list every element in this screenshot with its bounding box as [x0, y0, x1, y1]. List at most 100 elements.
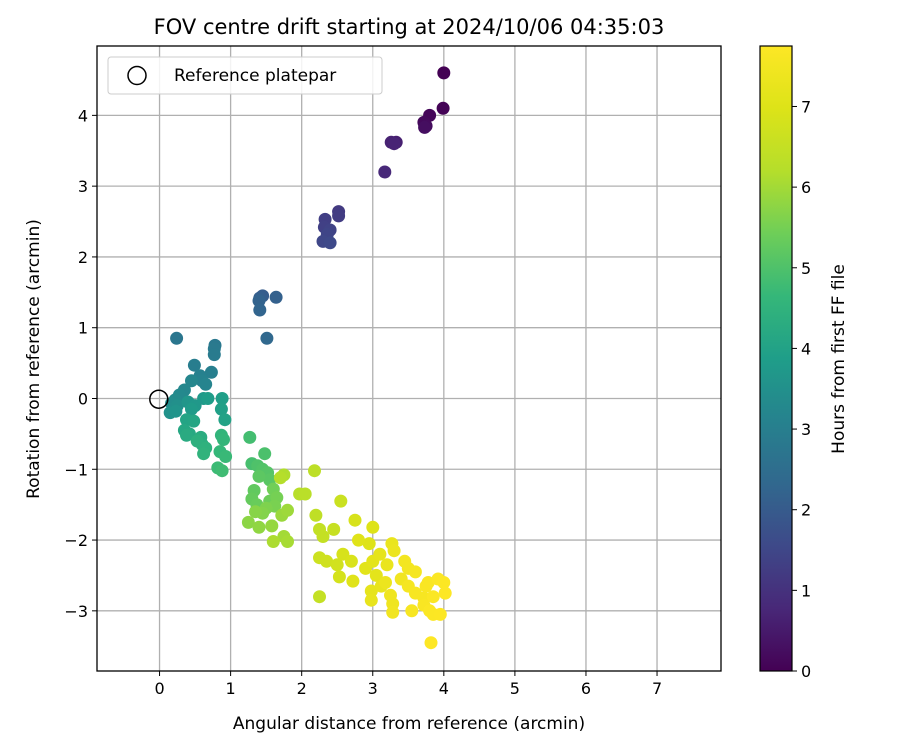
scatter-point [433, 607, 447, 621]
y-tick-label: 1 [78, 319, 88, 338]
plot-frame [96, 45, 722, 672]
scatter-point [170, 331, 184, 345]
scatter-point [421, 576, 435, 589]
scatter-point [436, 101, 450, 115]
scatter-point [265, 519, 279, 533]
scatter-point [313, 590, 326, 604]
scatter-point [332, 570, 346, 584]
scatter-point [309, 508, 323, 522]
scatter-point [327, 522, 341, 536]
scatter-point [281, 503, 294, 517]
scatter-point [217, 433, 230, 446]
scatter-point [187, 358, 201, 372]
scatter-point [249, 505, 262, 519]
scatter-point [332, 209, 346, 223]
scatter-point [197, 447, 211, 461]
scatter-points [163, 66, 452, 650]
scatter-point [380, 558, 394, 572]
scatter-point [323, 236, 337, 250]
colorbar-ticks: 0 1 2 3 4 5 6 7 [792, 97, 811, 681]
scatter-point [180, 428, 193, 442]
scatter-point [352, 533, 365, 547]
y-tick-label: 2 [78, 248, 88, 267]
scatter-point [214, 402, 228, 416]
scatter-point [408, 565, 422, 579]
scatter-point [320, 554, 334, 568]
y-tick-label: −3 [64, 602, 88, 621]
colorbar-tick-label: 7 [801, 97, 811, 116]
axis-ticks: 0 1 2 3 4 5 6 7 −3 −2 −1 0 1 2 3 4 [64, 106, 662, 698]
scatter-point [387, 137, 401, 151]
legend-label: Reference platepar [174, 66, 336, 86]
y-tick-label: 0 [78, 389, 88, 408]
scatter-point [185, 374, 198, 388]
colorbar-label: Hours from first FF file [829, 264, 849, 454]
scatter-point [204, 365, 218, 379]
colorbar-tick-label: 4 [801, 339, 811, 358]
scatter-point [386, 605, 400, 619]
scatter-point [252, 469, 266, 483]
scatter-point [379, 576, 392, 589]
colorbar-tick-label: 6 [801, 178, 811, 197]
scatter-point [438, 586, 452, 600]
scatter-point [187, 414, 201, 428]
colorbar-gradient [759, 45, 793, 672]
reference-marker [149, 389, 169, 409]
y-tick-label: −1 [64, 460, 88, 479]
x-tick-label: 2 [297, 679, 307, 698]
scatter-point [269, 290, 283, 304]
x-tick-label: 3 [368, 679, 378, 698]
scatter-point [364, 593, 378, 607]
scatter-point [258, 447, 272, 461]
scatter-point [424, 636, 438, 650]
scatter-point [437, 66, 451, 80]
colorbar-tick-label: 0 [801, 662, 811, 681]
x-tick-label: 4 [439, 679, 449, 698]
scatter-point [201, 392, 215, 405]
y-tick-label: 4 [78, 106, 88, 125]
scatter-point [243, 430, 257, 444]
scatter-point [253, 303, 267, 317]
scatter-point [336, 547, 350, 561]
y-tick-label: 3 [78, 177, 88, 196]
scatter-point [366, 520, 380, 534]
x-tick-label: 1 [226, 679, 236, 698]
scatter-point [169, 404, 183, 418]
scatter-point [387, 544, 401, 558]
scatter-point [260, 331, 274, 345]
scatter-point [199, 377, 213, 391]
grid [97, 46, 721, 671]
scatter-point [241, 515, 255, 529]
scatter-point [266, 535, 280, 548]
scatter-point [281, 535, 294, 548]
scatter-point [273, 471, 287, 485]
legend-reference-marker [127, 65, 147, 86]
x-tick-label: 0 [154, 679, 164, 698]
colorbar-tick-label: 5 [801, 259, 811, 278]
scatter-point [330, 558, 344, 572]
scatter-point [418, 120, 432, 134]
scatter-point [252, 520, 266, 534]
scatter-point [334, 494, 348, 508]
y-axis-label: Rotation from reference (arcmin) [24, 219, 44, 499]
scatter-point [207, 348, 221, 362]
x-axis-label: Angular distance from reference (arcmin) [233, 714, 585, 734]
scatter-point [362, 537, 376, 551]
scatter-point [316, 530, 330, 543]
x-tick-label: 6 [581, 679, 591, 698]
scatter-point [346, 574, 360, 588]
y-tick-label: −2 [64, 531, 88, 550]
scatter-point [185, 402, 198, 416]
legend: Reference platepar [107, 56, 383, 95]
scatter-point [364, 584, 378, 598]
colorbar-tick-label: 2 [801, 501, 811, 520]
colorbar-tick-label: 1 [801, 581, 811, 600]
scatter-point [219, 450, 233, 463]
scatter-point [373, 547, 387, 561]
scatter-point [369, 568, 383, 582]
scatter-point [405, 604, 419, 618]
scatter-point [218, 413, 232, 427]
scatter-point [437, 576, 451, 589]
chart-title: FOV centre drift starting at 2024/10/06 … [154, 15, 665, 39]
